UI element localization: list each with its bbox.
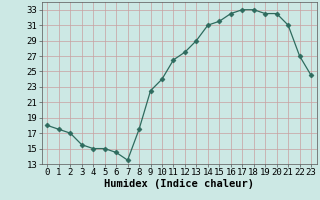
X-axis label: Humidex (Indice chaleur): Humidex (Indice chaleur) [104, 179, 254, 189]
